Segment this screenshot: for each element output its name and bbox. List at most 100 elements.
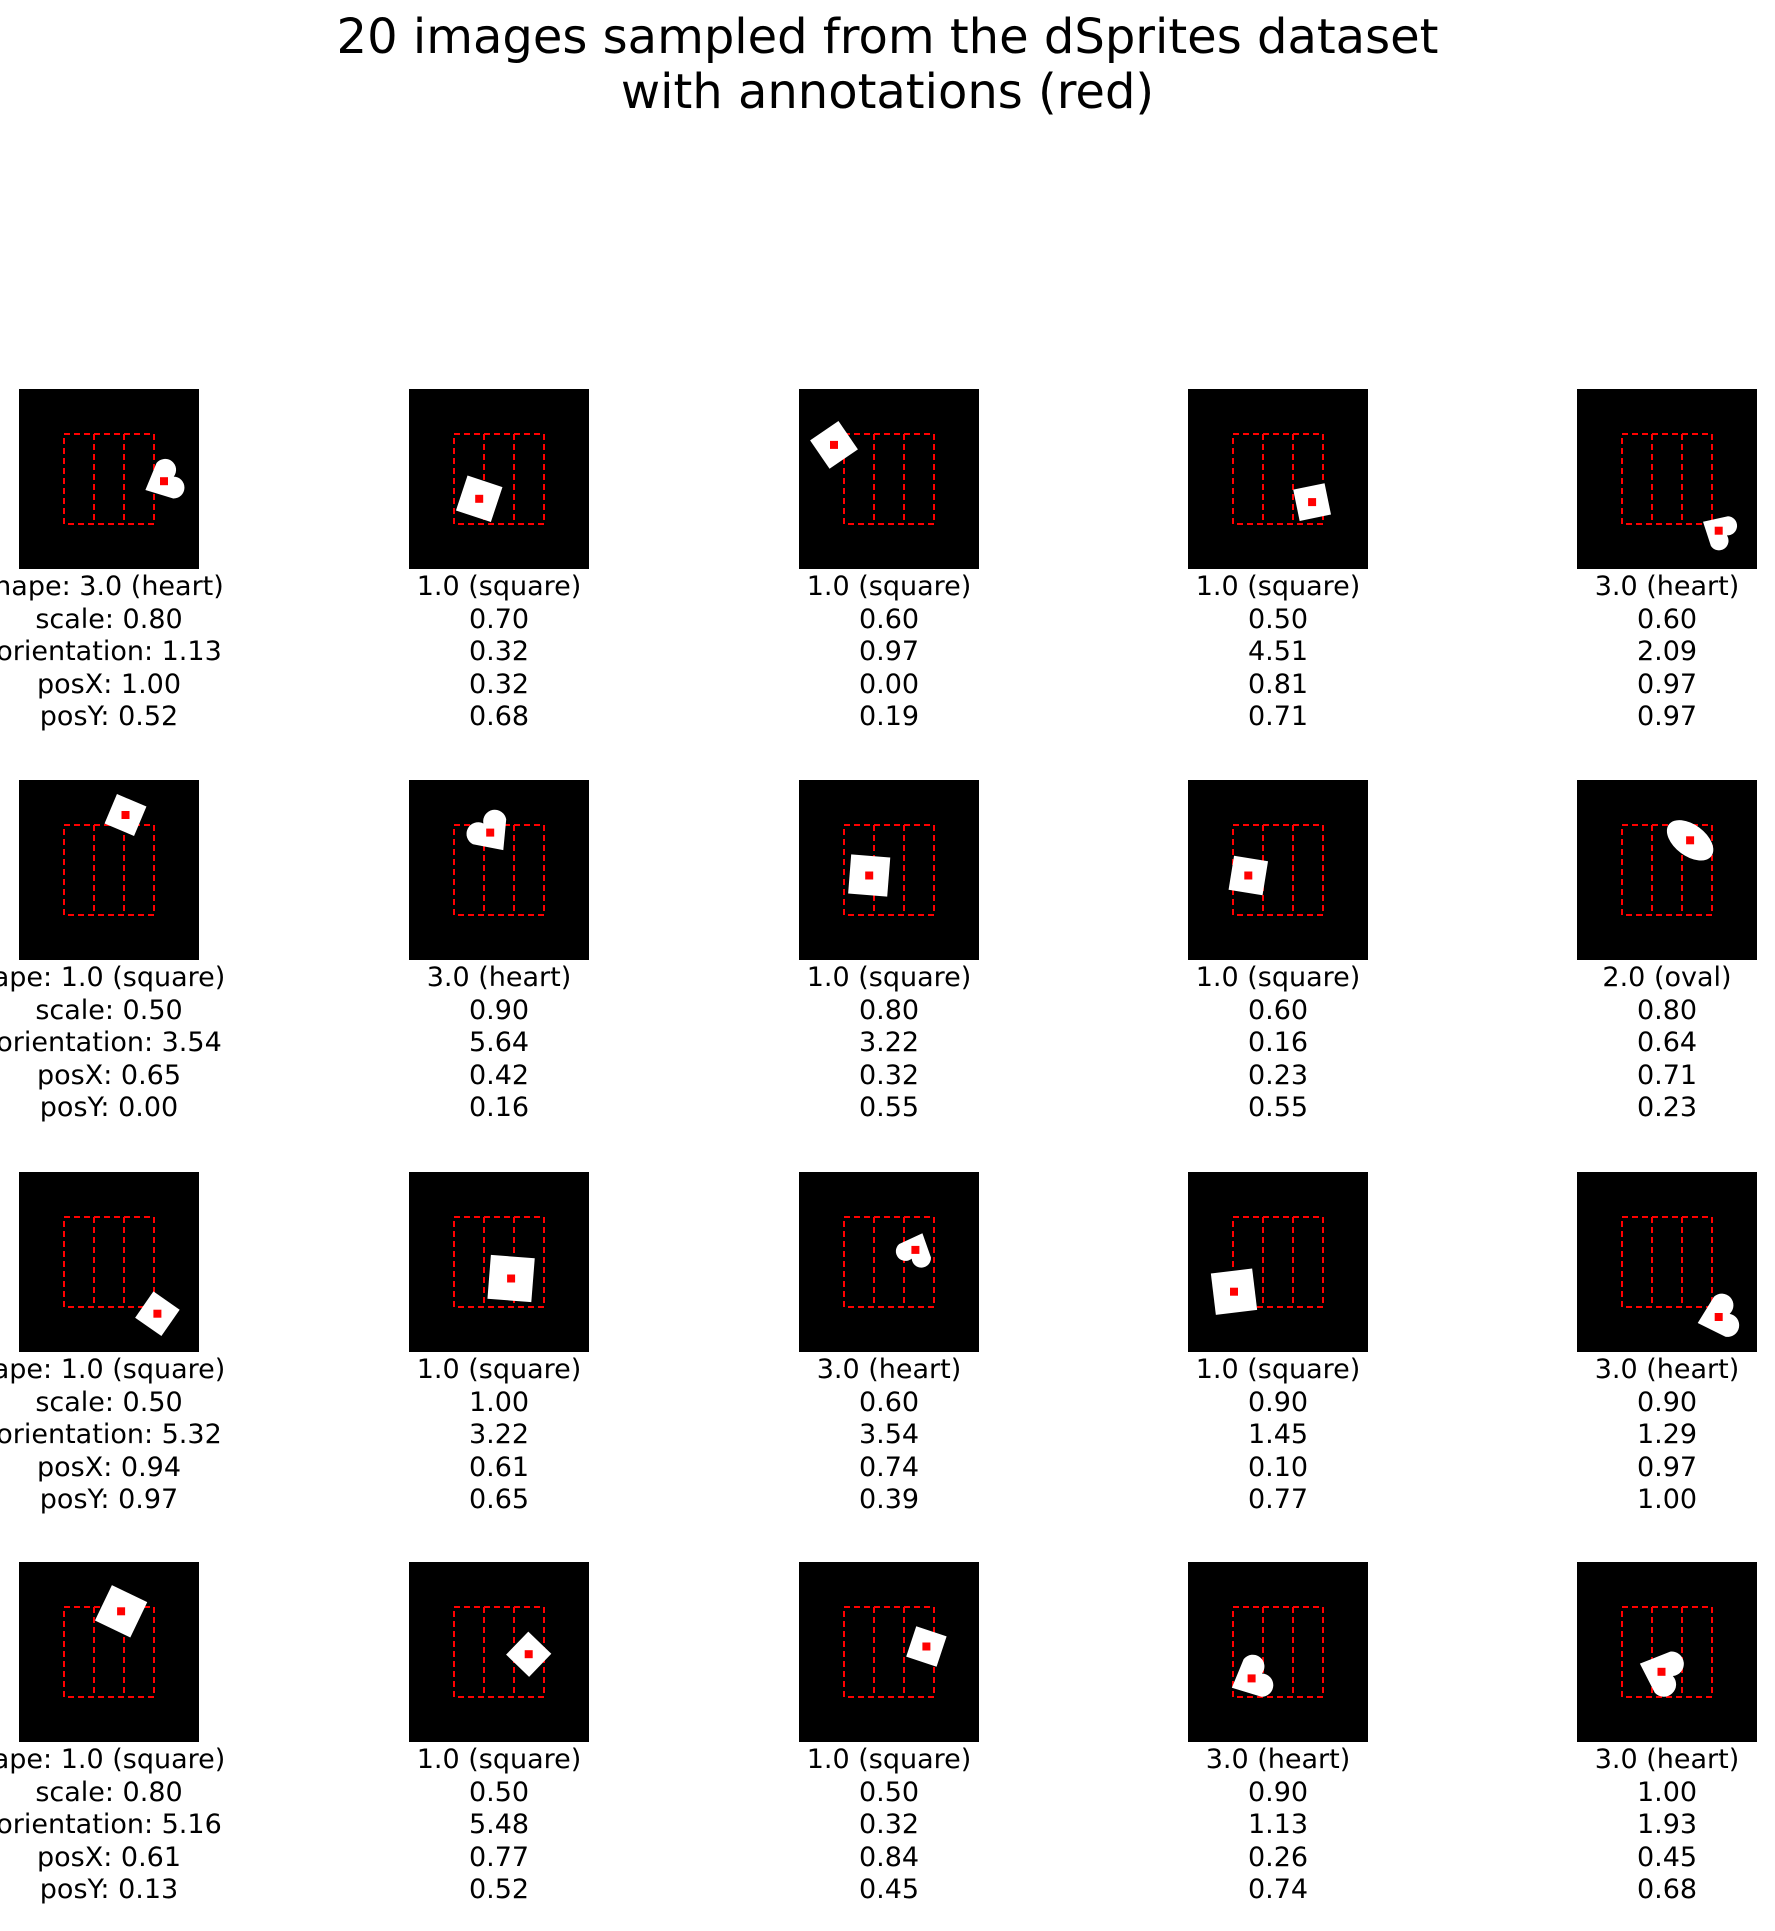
shape-label: 3.0 (heart) bbox=[1594, 571, 1740, 602]
sprite-image bbox=[409, 1172, 589, 1352]
sprite-panel: ape: 1.0 (square) scale: 0.50 orientation:… bbox=[0, 780, 225, 1123]
orientation-label: 0.32 bbox=[468, 636, 530, 667]
shape-label: 1.0 (square) bbox=[806, 962, 972, 993]
image-background bbox=[1577, 780, 1757, 960]
scale-label: scale: 0.50 bbox=[35, 994, 183, 1026]
panel-annotations: 3.0 (heart) 0.60 2.09 0.97 0.97 bbox=[1417, 571, 1775, 734]
annotation-center-marker bbox=[1247, 1674, 1256, 1683]
shape-label: 1.0 (square) bbox=[806, 571, 972, 602]
annotation-box bbox=[843, 824, 935, 916]
annotation-grid bbox=[843, 433, 935, 525]
sprite-panel: 3.0 (heart) 0.90 1.29 0.97 1.00 bbox=[1577, 1172, 1757, 1515]
annotation-box bbox=[1232, 433, 1324, 525]
posy-label: 0.97 bbox=[1636, 701, 1698, 732]
sprite-panel: 3.0 (heart) 0.60 3.54 0.74 0.39 bbox=[799, 1172, 979, 1515]
image-background bbox=[409, 780, 589, 960]
posy-label: posY: 0.97 bbox=[39, 1484, 179, 1515]
sprite-image bbox=[19, 780, 199, 960]
image-background bbox=[409, 389, 589, 569]
annotation-center-marker bbox=[922, 1642, 931, 1651]
shape-label: hape: 3.0 (heart) bbox=[0, 571, 224, 602]
panel-annotations: hape: 3.0 (heart) scale: 0.80 orientation:… bbox=[0, 571, 359, 734]
sprite-image bbox=[1577, 1172, 1757, 1352]
annotation-box bbox=[453, 433, 545, 525]
orientation-label: 1.45 bbox=[1247, 1419, 1309, 1450]
shape-label: 3.0 (heart) bbox=[426, 962, 572, 993]
image-background bbox=[19, 1562, 199, 1742]
annotation-box bbox=[1621, 1216, 1713, 1308]
annotation-center-marker bbox=[1308, 498, 1317, 507]
posx-label: 0.45 bbox=[1636, 1841, 1698, 1873]
panel-annotations: 1.0 (square) 0.50 5.48 0.77 0.52 bbox=[249, 1744, 749, 1907]
posx-label: 0.26 bbox=[1247, 1841, 1309, 1873]
posx-label: 0.81 bbox=[1247, 668, 1309, 700]
sprite-panel: ape: 1.0 (square) scale: 0.50 orientation:… bbox=[0, 1172, 225, 1515]
annotation-grid bbox=[1232, 1216, 1324, 1308]
posy-label: 0.45 bbox=[858, 1874, 920, 1905]
shape-label: 1.0 (square) bbox=[1195, 571, 1361, 602]
annotation-center-marker bbox=[507, 1274, 516, 1283]
shape-label: ape: 1.0 (square) bbox=[0, 962, 226, 993]
posx-label: 0.32 bbox=[858, 1059, 920, 1091]
posy-label: 0.23 bbox=[1636, 1092, 1698, 1123]
posy-label: 0.16 bbox=[468, 1092, 530, 1123]
sprite-image bbox=[409, 389, 589, 569]
orientation-label: 3.22 bbox=[858, 1027, 920, 1058]
posx-label: posX: 0.94 bbox=[36, 1451, 182, 1483]
sprite-image bbox=[1188, 1172, 1368, 1352]
scale-label: 0.50 bbox=[468, 1776, 530, 1808]
orientation-label: orientation: 5.16 bbox=[0, 1809, 222, 1840]
posx-label: posX: 1.00 bbox=[36, 668, 182, 700]
annotation-center-marker bbox=[486, 828, 495, 837]
annotation-center-marker bbox=[1657, 1667, 1666, 1676]
image-background bbox=[799, 389, 979, 569]
annotation-center-marker bbox=[1230, 1287, 1238, 1296]
image-background bbox=[1188, 1172, 1368, 1352]
scale-label: 1.00 bbox=[1636, 1776, 1698, 1808]
sprite-panel: hape: 3.0 (heart) scale: 0.80 orientation:… bbox=[0, 389, 224, 732]
sprite-image bbox=[799, 389, 979, 569]
shape-label: 1.0 (square) bbox=[1195, 962, 1361, 993]
posy-label: 0.68 bbox=[1636, 1874, 1698, 1905]
posy-label: 0.55 bbox=[1247, 1092, 1309, 1123]
scale-label: 0.80 bbox=[858, 994, 920, 1026]
posy-label: posY: 0.52 bbox=[39, 701, 179, 732]
posx-label: 0.61 bbox=[468, 1451, 530, 1483]
figure-title-line1: 20 images sampled from the dSprites data… bbox=[336, 9, 1439, 65]
sprite-image bbox=[799, 1562, 979, 1742]
sprite-panel: 1.0 (square) 0.80 3.22 0.32 0.55 bbox=[799, 780, 979, 1123]
image-background bbox=[19, 780, 199, 960]
annotation-center-marker bbox=[865, 871, 874, 880]
scale-label: 0.90 bbox=[1247, 1776, 1309, 1808]
sprite-image bbox=[1188, 780, 1368, 960]
posy-label: 0.19 bbox=[858, 701, 920, 732]
shape-label: 3.0 (heart) bbox=[1594, 1354, 1740, 1385]
shape-label: 1.0 (square) bbox=[806, 1744, 972, 1775]
sprite-image bbox=[1577, 389, 1757, 569]
orientation-label: 0.97 bbox=[858, 636, 920, 667]
sprite-panel: ape: 1.0 (square) scale: 0.80 orientation:… bbox=[0, 1562, 225, 1905]
annotation-center-marker bbox=[117, 1607, 126, 1616]
shape-label: 3.0 (heart) bbox=[1205, 1744, 1351, 1775]
annotation-center-marker bbox=[160, 477, 168, 486]
posy-label: 0.65 bbox=[468, 1484, 530, 1515]
sprite-image bbox=[19, 1562, 199, 1742]
annotation-center-marker bbox=[475, 494, 484, 503]
image-background bbox=[1188, 389, 1368, 569]
sprite-panel: 3.0 (heart) 0.90 1.13 0.26 0.74 bbox=[1188, 1562, 1368, 1905]
panel-annotations: ape: 1.0 (square) scale: 0.50 orientation:… bbox=[0, 1354, 359, 1517]
scale-label: 0.60 bbox=[1636, 603, 1698, 635]
annotation-box bbox=[1232, 1606, 1324, 1698]
scale-label: 0.50 bbox=[1247, 603, 1309, 635]
panel-annotations: ape: 1.0 (square) scale: 0.50 orientation:… bbox=[0, 962, 359, 1125]
annotation-box bbox=[843, 433, 935, 525]
panel-annotations: 1.0 (square) 0.60 0.16 0.23 0.55 bbox=[1028, 962, 1528, 1125]
annotation-box bbox=[1232, 1216, 1324, 1308]
annotation-grid bbox=[1621, 433, 1713, 525]
posy-label: 0.39 bbox=[858, 1484, 920, 1515]
posy-label: 0.71 bbox=[1247, 701, 1309, 732]
scale-label: 0.50 bbox=[858, 1776, 920, 1808]
annotation-center-marker bbox=[153, 1309, 162, 1318]
posx-label: 0.97 bbox=[1636, 1451, 1698, 1483]
orientation-label: orientation: 1.13 bbox=[0, 636, 222, 667]
